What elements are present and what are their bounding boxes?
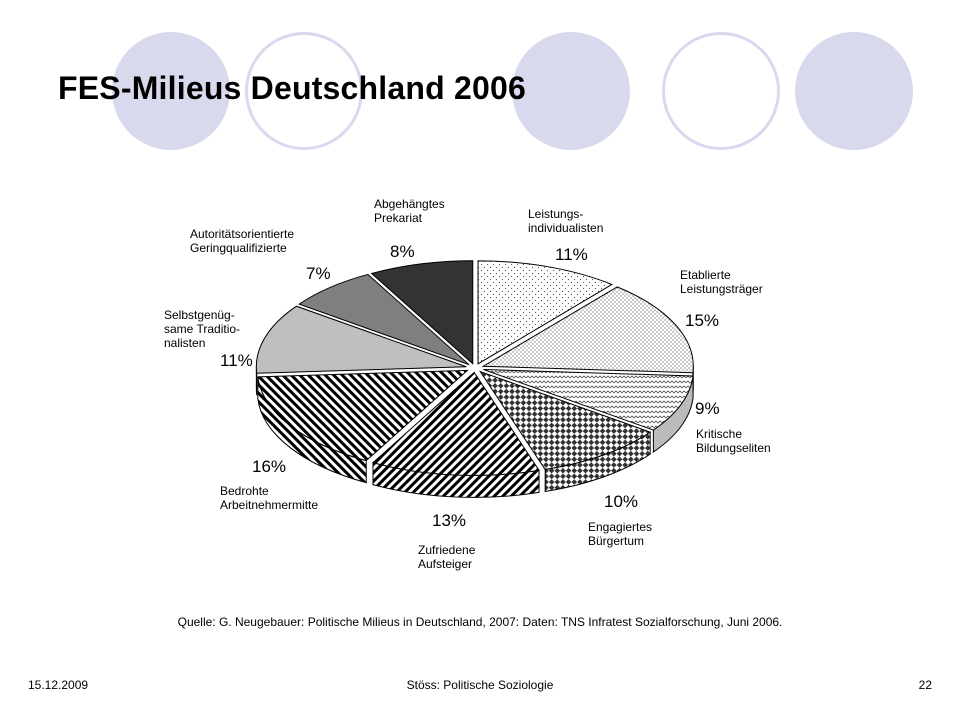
pie-chart: Leistungs-individualisten 11% Etablierte Le…	[164, 197, 771, 571]
footer-page-number: 22	[918, 678, 932, 692]
pie-slices-layer	[255, 260, 694, 476]
decor-circle-3	[512, 32, 630, 150]
slice-percent-label: 9%	[695, 399, 720, 418]
slice-percent-label: 15%	[685, 311, 719, 330]
pie-slice	[483, 368, 694, 431]
slice-percent-label: 16%	[252, 457, 286, 476]
slice-label: Zufriedene Aufsteiger	[418, 543, 476, 571]
slice-label: Leistungs-individualisten	[528, 207, 603, 235]
pie-slice	[481, 286, 694, 374]
pie-slice	[298, 273, 470, 366]
pie-slice	[371, 371, 540, 476]
pie-slice	[479, 370, 652, 471]
slice-label: Etablierte Leistungsträger	[680, 268, 763, 296]
pie-slice	[255, 305, 467, 374]
source-note: Quelle: G. Neugebauer: Politische Milieu…	[177, 615, 783, 629]
slice-percent-label: 10%	[604, 492, 638, 511]
footer-center: Stöss: Politische Soziologie	[406, 678, 554, 692]
slice-label: Autoritätsorientierte Geringqualifizierte	[190, 227, 294, 255]
slice-label: Bedrohte Arbeitnehmermitte	[220, 484, 318, 512]
slice-label: Abgehängtes Prekariat	[374, 197, 445, 225]
decor-circle-5	[795, 32, 913, 150]
footer-date: 15.12.2009	[28, 678, 89, 692]
slice-label: Kritische Bildungseliten	[696, 427, 771, 455]
pie-slice	[257, 369, 469, 462]
slice-percent-label: 8%	[390, 242, 415, 261]
decor-circle-1	[112, 32, 230, 150]
pie-slice	[477, 260, 614, 365]
decor-circle-4	[662, 32, 780, 150]
pie-slice	[370, 260, 474, 365]
slice-percent-label: 11%	[220, 351, 253, 370]
slice-percent-label: 7%	[306, 264, 331, 283]
slice-label: Selbstgenüg-same Traditio-nalisten	[164, 308, 240, 350]
slice-label: Engagiertes Bürgertum	[588, 520, 652, 548]
slice-percent-label: 11%	[555, 245, 588, 264]
slide-title: FES-Milieus Deutschland 2006	[58, 70, 526, 106]
pie-labels-layer: Leistungs-individualisten 11% Etablierte Le…	[164, 197, 771, 571]
decor-circle-2	[245, 32, 363, 150]
slice-percent-label: 13%	[432, 511, 466, 530]
